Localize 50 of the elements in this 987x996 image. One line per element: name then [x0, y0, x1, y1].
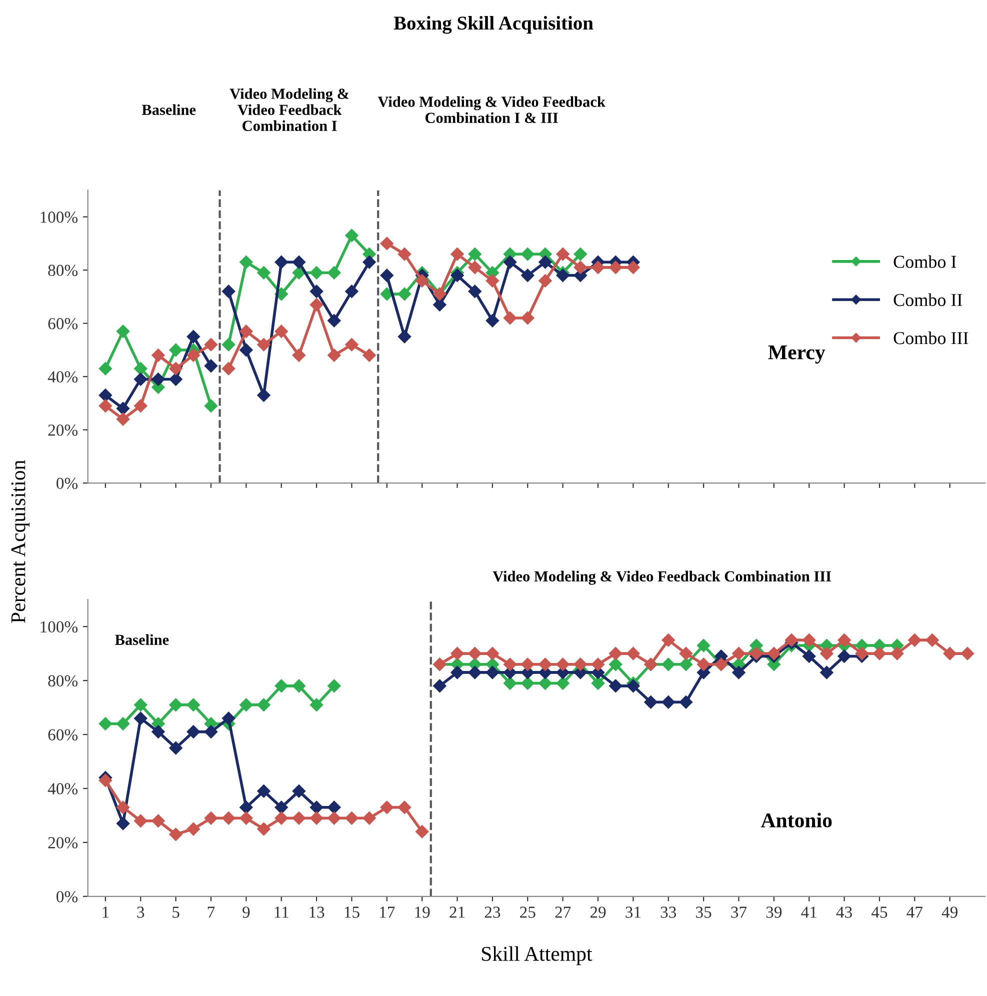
y-tick-label: 40%	[48, 371, 78, 383]
x-tick-label: 19	[415, 906, 430, 918]
x-tick-label: 29	[590, 906, 606, 918]
x-tick-label: 9	[242, 906, 250, 918]
x-tick-label: 15	[344, 906, 360, 918]
x-tick-label: 49	[942, 906, 958, 918]
x-tick-label: 35	[696, 906, 712, 918]
legend-label: Combo II	[894, 293, 962, 306]
y-tick-label: 20%	[48, 424, 78, 436]
x-tick-label: 33	[660, 906, 676, 918]
y-tick-label: 100%	[40, 212, 78, 223]
x-tick-label: 13	[310, 906, 324, 918]
text: Baseline	[142, 104, 196, 115]
y-tick-label: 20%	[48, 837, 78, 848]
x-tick-label: 43	[836, 906, 852, 918]
legend-label: Combo III	[894, 332, 968, 344]
x-tick-label: 37	[731, 906, 747, 918]
x-tick-label: 3	[137, 906, 144, 918]
x-tick-label: 31	[626, 906, 641, 918]
y-tick-label: 60%	[48, 729, 78, 741]
x-tick-label: 11	[274, 906, 288, 918]
x-tick-label: 23	[484, 906, 500, 918]
annotation: Mercy	[768, 346, 826, 364]
y-axis-title: Percent Acquisition	[11, 460, 30, 623]
annotation: Antonio	[760, 812, 832, 828]
y-tick-label: 0%	[56, 478, 78, 490]
y-tick-label: 0%	[56, 891, 78, 902]
text: Video Modeling & Video Feedback Combination I & III	[378, 96, 606, 124]
y-tick-label: 100%	[40, 621, 78, 633]
x-tick-label: 27	[555, 906, 571, 918]
y-tick-label: 80%	[48, 675, 78, 687]
x-axis-title: Skill Attempt	[482, 946, 592, 966]
x-tick-label: 17	[380, 906, 395, 918]
x-tick-label: 7	[208, 906, 215, 918]
text: Video Modeling & Video Feedback Combination I	[230, 88, 349, 132]
text: Video Modeling & Video Feedback Combination III	[492, 570, 832, 585]
x-tick-label: 25	[520, 906, 536, 918]
x-tick-label: 5	[172, 906, 180, 918]
annotation: Baseline	[115, 634, 169, 645]
chart-title: Boxing Skill Acquisition	[394, 16, 594, 34]
x-tick-label: 45	[871, 906, 888, 918]
x-tick-label: 21	[450, 906, 465, 918]
legend-label: Combo I	[894, 255, 956, 268]
x-tick-label: 39	[766, 906, 782, 918]
y-tick-label: 80%	[48, 264, 78, 276]
x-tick-label: 1	[102, 906, 109, 918]
x-tick-label: 47	[906, 906, 923, 918]
y-tick-label: 40%	[48, 783, 78, 794]
y-tick-label: 60%	[48, 318, 78, 330]
x-tick-label: 41	[801, 906, 816, 918]
